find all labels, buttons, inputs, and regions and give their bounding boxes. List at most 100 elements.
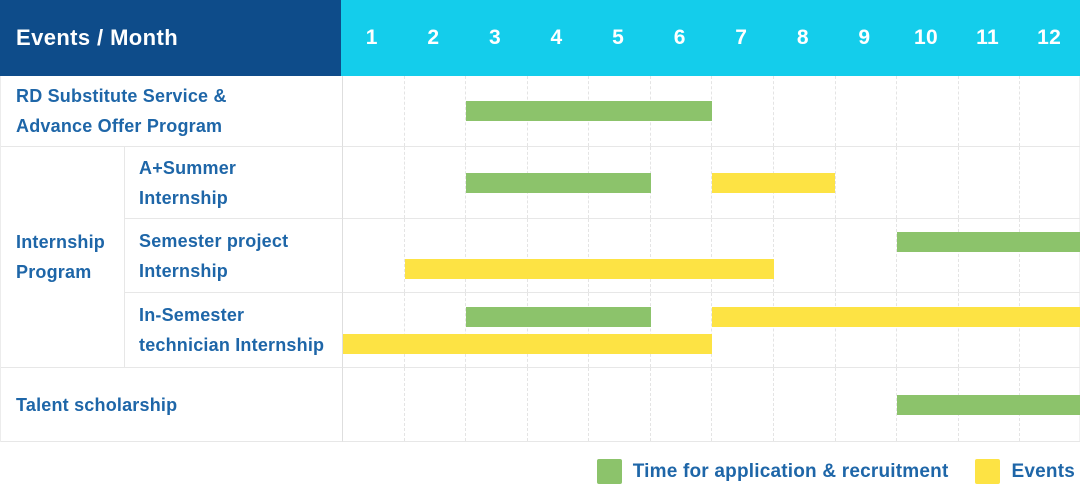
month-gridline-column: [405, 219, 467, 292]
month-gridline-column: [959, 147, 1021, 218]
month-gridline-column: [712, 76, 775, 146]
month-gridline-column: [528, 293, 590, 367]
month-header-label: 6: [673, 26, 686, 49]
month-gridline-column: [589, 219, 651, 292]
legend-swatch-application: [596, 459, 622, 484]
month-gridline-column: [528, 219, 590, 292]
row-bars-layer: [343, 219, 1080, 292]
row-group-label-line: Internship: [16, 232, 106, 252]
month-gridline-column: [343, 293, 405, 367]
month-gridline-column: [836, 293, 898, 367]
month-gridline-column: [897, 219, 959, 292]
month-gridline-column: [959, 76, 1021, 146]
row-group-label: Internship Program: [1, 147, 125, 368]
month-gridline-column: [405, 293, 467, 367]
bar-line: [343, 101, 1080, 121]
month-gridline-column: [651, 293, 713, 367]
month-header-label: 12: [1037, 26, 1062, 49]
table-header-row: Events / Month 1 2 3 4 5 6 7 8 9 10 11 12: [0, 0, 1080, 76]
schedule-table-body: RD Substitute Service & Advance Offer Pro…: [0, 76, 1080, 442]
legend-label: Time for application & recruitment: [632, 460, 949, 482]
month-gridline-column: [466, 219, 528, 292]
month-gridline-column: [528, 368, 590, 441]
month-gridline-column: [712, 368, 775, 441]
month-gridline-column: [959, 293, 1021, 367]
month-header-label: 2: [427, 26, 440, 49]
month-gridline-column: [343, 76, 405, 146]
row-bars-layer: [343, 76, 1080, 146]
month-header-label: 10: [914, 26, 938, 49]
month-header-label: 4: [550, 26, 563, 49]
row-label-line: Internship: [139, 187, 229, 208]
month-gridline-column: [466, 293, 528, 367]
gantt-bar-events: [712, 306, 1080, 327]
month-gridline-column: [343, 147, 405, 218]
month-gridline-column: [836, 147, 898, 218]
month-gridline-column: [466, 368, 528, 441]
row-label-line: In-Semester: [139, 305, 245, 325]
bar-line: [343, 333, 1080, 354]
row-bars-layer: [343, 147, 1080, 218]
gantt-bar-events: [404, 259, 774, 279]
month-header-label: 1: [365, 26, 378, 49]
row-label-line: Internship: [139, 260, 229, 281]
row-label: A+Summer Internship: [125, 147, 342, 219]
month-gridline-column: [774, 219, 836, 292]
row-label-line: technician Internship: [139, 335, 325, 355]
month-gridline-column: [343, 219, 405, 292]
gantt-bar-application: [466, 306, 651, 327]
month-header-label: 3: [488, 26, 501, 49]
row-bar-cell: [342, 76, 1080, 147]
gantt-bar-application: [896, 394, 1080, 415]
legend: Time for application & recruitment Events: [596, 459, 1075, 484]
gantt-bar-events: [712, 172, 835, 193]
month-gridline-column: [651, 368, 713, 441]
month-gridline-column: [959, 219, 1021, 292]
month-gridline-column: [405, 368, 467, 441]
bar-line: [343, 232, 1080, 252]
gantt-bar-application: [466, 172, 651, 193]
month-header-label: 5: [612, 26, 625, 49]
gantt-bar-application: [896, 232, 1080, 252]
row-label: RD Substitute Service & Advance Offer Pro…: [1, 76, 342, 147]
bar-line: [343, 259, 1080, 279]
row-bar-cell: [342, 219, 1080, 293]
gantt-bar-events: [343, 333, 712, 354]
month-gridline-column: [774, 76, 836, 146]
row-label-line: Talent scholarship: [16, 394, 178, 415]
month-gridline-column: [774, 368, 836, 441]
row-group-label-line: Program: [16, 262, 92, 282]
month-gridline-column: [836, 76, 898, 146]
month-gridline-column: [651, 147, 713, 218]
month-grid-background: [343, 219, 1080, 292]
month-gridline-column: [897, 76, 959, 146]
row-label-line: A+Summer: [139, 157, 237, 178]
bar-line: [343, 172, 1080, 193]
month-gridline-column: [712, 219, 775, 292]
bar-line: [343, 394, 1080, 415]
month-gridline-column: [774, 147, 836, 218]
month-header-row: 1 2 3 4 5 6 7 8 9 10 11 12: [341, 0, 1080, 76]
month-gridline-column: [712, 293, 775, 367]
month-gridline-column: [405, 147, 467, 218]
legend-item-events: Events: [975, 459, 1075, 484]
month-header-label: 11: [976, 26, 999, 49]
month-gridline-column: [897, 147, 959, 218]
row-bar-cell: [342, 293, 1080, 368]
row-label-line: RD Substitute Service &: [16, 86, 227, 106]
row-bar-cell: [342, 368, 1080, 442]
month-header-label: 8: [796, 26, 809, 49]
month-header-label: 7: [735, 26, 748, 49]
month-gridline-column: [405, 76, 467, 146]
gantt-bar-application: [466, 101, 712, 121]
row-bars-layer: [343, 368, 1080, 441]
month-gridline-column: [589, 368, 651, 441]
row-label: Semester project Internship: [125, 219, 342, 293]
row-bar-cell: [342, 147, 1080, 219]
month-gridline-column: [589, 293, 651, 367]
legend-item-application: Time for application & recruitment: [596, 459, 949, 484]
month-gridline-column: [343, 368, 405, 441]
row-label-line: Semester project: [139, 230, 289, 251]
legend-swatch-events: [975, 459, 1001, 484]
